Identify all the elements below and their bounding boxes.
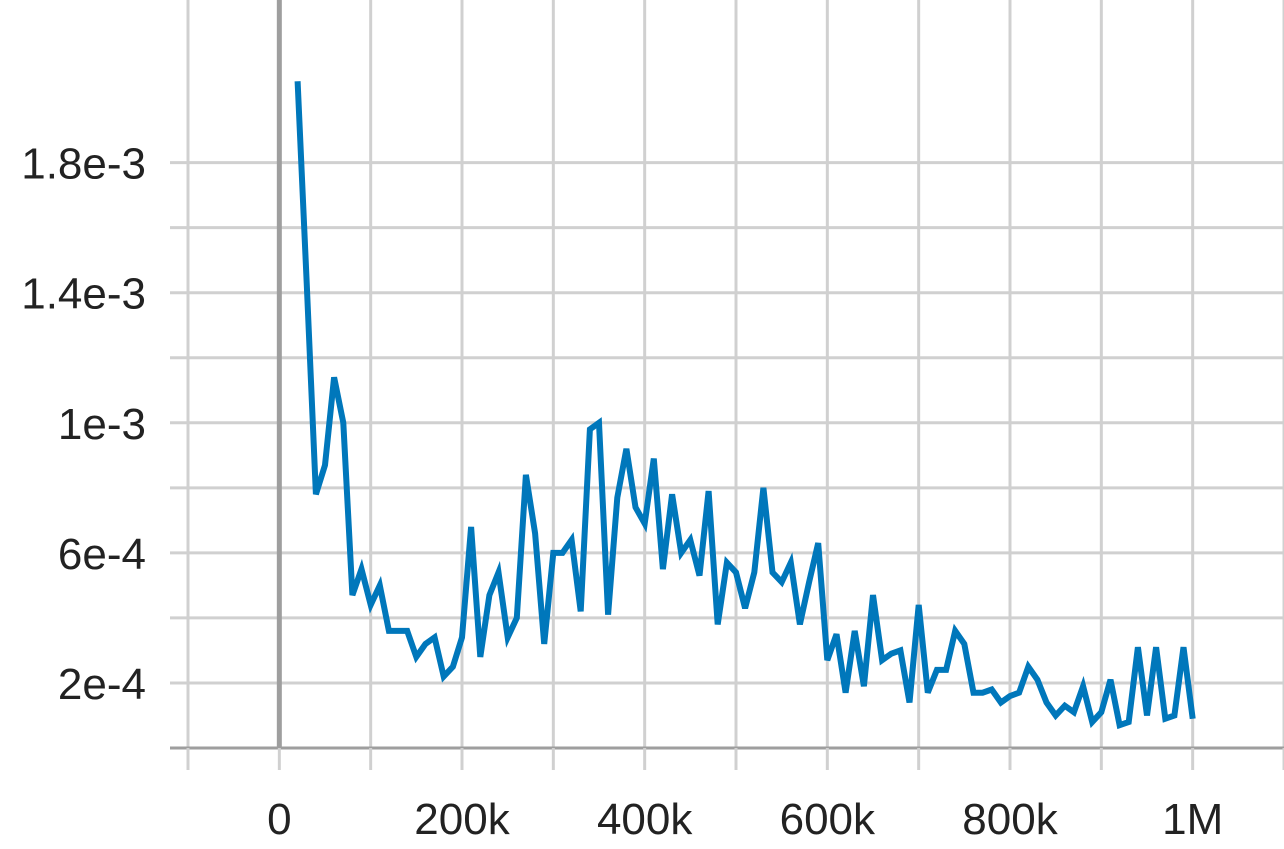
y-tick-label: 2e-4 [58,660,146,709]
tick-label-layer: 2e-4 6e-4 1e-3 1.4e-3 1.8e-3 0 200k 400k 600k 800… [21,140,1223,844]
y-tick-label: 6e-4 [58,530,146,579]
y-tick-label: 1e-3 [58,400,146,449]
x-tick-label: 0 [267,795,291,844]
y-tick-label: 1.4e-3 [21,270,146,319]
x-tick-label: 1M [1162,795,1223,844]
axis-layer [170,0,1284,770]
series-line [294,81,1196,730]
x-tick-label: 600k [780,795,876,844]
series-layer [294,81,1196,730]
x-tick-label: 400k [597,795,693,844]
x-tick-label: 800k [962,795,1058,844]
grid-layer [170,0,1284,748]
y-tick-label: 1.8e-3 [21,140,146,189]
x-tick-label: 200k [414,795,510,844]
